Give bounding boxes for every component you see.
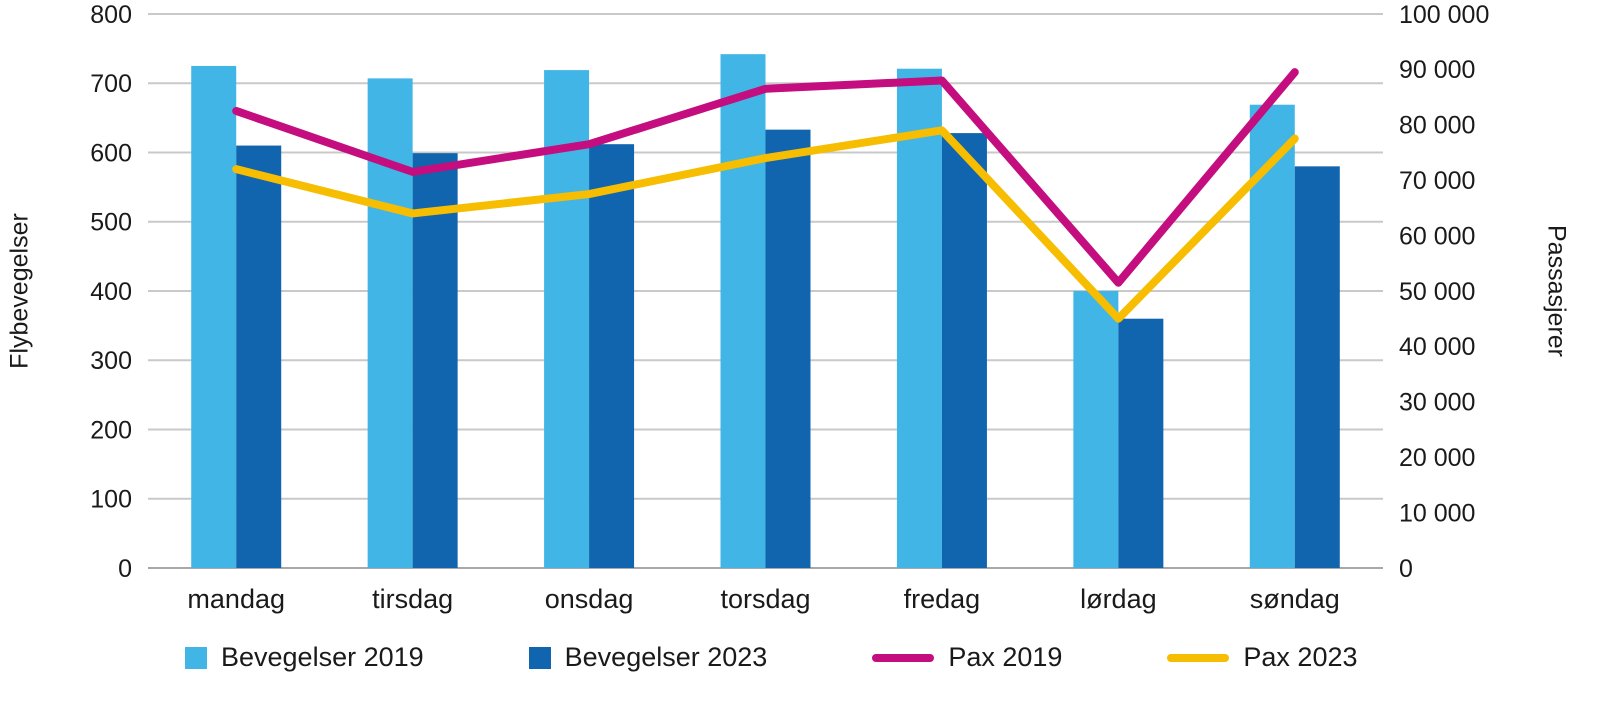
left-axis-tick: 500	[90, 209, 132, 237]
left-axis-tick: 800	[90, 1, 132, 29]
left-axis-tick: 0	[118, 555, 132, 583]
left-axis-tick: 600	[90, 139, 132, 167]
bar-bevegelser-2019-fredag	[896, 68, 942, 569]
category-label: tirsdag	[372, 584, 453, 614]
left-axis-tick: 700	[90, 70, 132, 98]
legend-label: Pax 2023	[1243, 642, 1358, 672]
right-axis-tick: 10 000	[1399, 499, 1475, 527]
legend-label: Pax 2019	[948, 642, 1063, 672]
category-label: onsdag	[545, 584, 634, 614]
bar-bevegelser-2023-onsdag	[589, 144, 635, 568]
right-axis-tick: 50 000	[1399, 278, 1475, 306]
right-axis-tick: 20 000	[1399, 444, 1475, 472]
right-axis-tick: 80 000	[1399, 112, 1475, 140]
bar-bevegelser-2023-fredag	[941, 133, 987, 569]
category-label: fredag	[904, 584, 981, 614]
category-label: lørdag	[1080, 584, 1157, 614]
bar-bevegelser-2023-tirsdag	[412, 153, 458, 568]
bar-bevegelser-2019-lørdag	[1073, 291, 1119, 568]
category-label: mandag	[187, 584, 285, 614]
legend-item-pax-2023: Pax 2023	[1167, 642, 1358, 673]
right-axis-tick: 0	[1399, 555, 1413, 583]
legend-square-swatch	[528, 646, 551, 669]
right-axis-tick: 70 000	[1399, 167, 1475, 195]
legend-label: Bevegelser 2019	[221, 642, 424, 672]
right-axis-tick: 60 000	[1399, 222, 1475, 250]
bar-bevegelser-2023-søndag	[1294, 166, 1340, 568]
right-axis-title: Passasjerer	[1542, 225, 1571, 357]
bar-bevegelser-2023-lørdag	[1118, 318, 1164, 568]
category-label: torsdag	[720, 584, 810, 614]
legend-square-swatch	[185, 646, 207, 669]
right-axis-tick: 100 000	[1399, 1, 1489, 29]
legend-item-bevegelser-2019: Bevegelser 2019	[185, 642, 424, 673]
right-axis-tick: 90 000	[1399, 56, 1475, 84]
bar-bevegelser-2019-torsdag	[720, 54, 766, 569]
legend-label: Bevegelser 2023	[564, 642, 768, 672]
right-axis-tick: 30 000	[1399, 389, 1475, 417]
bar-bevegelser-2019-mandag	[191, 65, 237, 568]
left-axis-tick: 300	[90, 347, 132, 375]
legend: Bevegelser 2019 Bevegelser 2023 Pax 2019 Pa…	[185, 642, 1358, 673]
category-label: søndag	[1250, 584, 1340, 614]
left-axis-tick: 400	[90, 278, 132, 306]
right-axis-tick: 40 000	[1399, 333, 1475, 361]
legend-item-pax-2019: Pax 2019	[872, 642, 1062, 673]
bar-bevegelser-2023-mandag	[236, 145, 282, 568]
line-pax-2023	[232, 126, 1299, 323]
left-axis-tick: 200	[90, 416, 132, 444]
left-axis-tick: 100	[90, 486, 132, 514]
bar-bevegelser-2023-torsdag	[765, 129, 811, 568]
line-pax-2019	[232, 68, 1299, 287]
bar-bevegelser-2019-tirsdag	[367, 78, 413, 568]
legend-line-swatch	[1167, 653, 1230, 662]
legend-item-bevegelser-2023: Bevegelser 2023	[528, 642, 768, 673]
legend-line-swatch	[872, 653, 935, 662]
